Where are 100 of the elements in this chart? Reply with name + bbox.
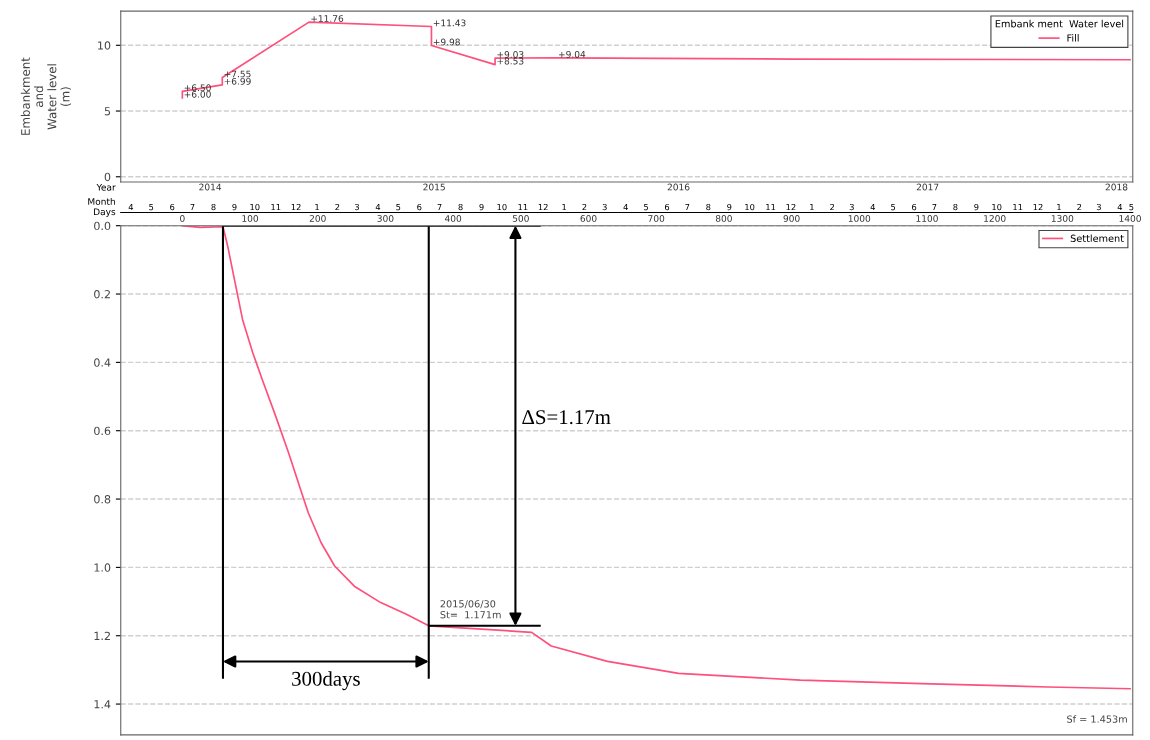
x2-tick-label: 10 [497, 203, 507, 211]
x2-tick-label: 1 [1057, 204, 1061, 211]
annotation: +11.43 [433, 19, 466, 27]
x2-tick-label: 8 [706, 203, 711, 211]
y-tick-label: 0 [104, 172, 111, 182]
x2-tick-label: 2 [1077, 203, 1082, 211]
x-tick-label: 900 [783, 215, 800, 222]
y-tick-label: 1.4 [94, 700, 111, 709]
x2-tick-label: 10 [992, 203, 1002, 211]
annotation: 2015/06/30 St= 1.171m [440, 600, 501, 619]
y-tick-label: 1.2 [94, 631, 110, 640]
x2-tick-label: 4 [623, 204, 628, 211]
x2-tick-label: 8 [458, 203, 463, 211]
x-tick-label: 600 [580, 215, 597, 222]
x2-tick-label: 3 [849, 203, 854, 211]
y-axis-title: Embankment and Water level (m) [20, 57, 71, 135]
x2-tick-label: 8 [211, 203, 216, 211]
x2-tick-label: 4 [870, 204, 875, 211]
x-tick-label: 1200 [984, 215, 1006, 222]
x2-tick-label: 9 [974, 203, 979, 211]
x2-tick-label: 10 [250, 203, 260, 211]
x2-tick-label: 9 [479, 203, 484, 211]
line-series [181, 21, 1131, 99]
annotation: +6.00 [184, 90, 211, 98]
x-tick-label: 300 [377, 215, 394, 222]
annotation: ΔS=1.17m [522, 410, 611, 425]
x2-tick-label: 9 [727, 203, 732, 211]
x2-tick-label: 11 [518, 204, 528, 211]
x2-tick-label: 7 [190, 204, 195, 211]
annotation: +9.03 [497, 51, 524, 58]
x-tick-label: 400 [444, 215, 462, 222]
x2-tick-label: 6 [417, 203, 422, 211]
x2-tick-label: 5 [644, 204, 648, 211]
x2-tick-label: 5 [1129, 204, 1134, 211]
annotation: +9.04 [559, 50, 586, 58]
x2-tick-label: 6 [912, 203, 917, 211]
x2-tick-label: 7 [685, 204, 690, 211]
y-tick-label: 0.6 [94, 426, 111, 436]
x-tick-label: 0 [180, 215, 185, 222]
y-tick-label: 0.4 [94, 358, 111, 367]
x-axis-title: Days [94, 208, 116, 217]
x2-tick-label: 12 [786, 203, 796, 211]
x2-tick-label: 9 [232, 203, 237, 211]
x2-tick-label: 12 [291, 203, 301, 211]
x-tick-label: 700 [648, 215, 665, 222]
x2-tick-label: 7 [932, 204, 937, 211]
x2-tick-label: 5 [891, 204, 896, 211]
x-tick-label: 500 [512, 215, 529, 222]
x2-tick-label: 10 [745, 203, 755, 211]
y-tick-label: 10 [98, 41, 111, 50]
x-tick-label: 1300 [1051, 215, 1074, 222]
x2-axis-title: Month [88, 197, 115, 205]
x2-tick-label: 8 [953, 203, 958, 211]
x2-tick-label: 4 [1117, 204, 1123, 211]
x2-tick-label: 11 [766, 204, 776, 211]
x2-tick-label: 4 [128, 204, 134, 211]
x-tick-label: 2015 [423, 183, 445, 191]
x2-tick-label: 1 [810, 204, 814, 211]
x2-tick-label: 4 [375, 204, 381, 211]
x2-tick-label: 2 [830, 203, 835, 211]
x-tick-label: 1400 [1119, 215, 1141, 222]
x2-tick-label: 7 [437, 204, 442, 211]
y-tick-label: 0.0 [94, 221, 111, 231]
x2-tick-label: 3 [602, 203, 607, 211]
x-tick-label: 2017 [916, 183, 939, 191]
x2-tick-label: 11 [271, 204, 281, 211]
x2-tick-label: 2 [582, 203, 587, 211]
annotation: Sf = 1.453m [1067, 715, 1127, 723]
y-tick-label: 0.8 [94, 495, 111, 504]
legend-title: Embank ment Water level [995, 19, 1124, 28]
x2-tick-label: 2 [335, 203, 340, 211]
x-tick-label: 100 [242, 215, 259, 222]
line-series [181, 225, 1131, 690]
x-tick-label: 2018 [1105, 183, 1128, 191]
x2-tick-label: 12 [1033, 203, 1043, 211]
y-tick-label: 5 [104, 107, 111, 116]
x-axis-title: Year [96, 183, 116, 191]
x-tick-label: 800 [715, 215, 732, 222]
annotation: +6.99 [224, 77, 251, 85]
x2-tick-label: 5 [149, 204, 154, 211]
y-tick-label: 1.0 [94, 563, 111, 572]
legend-label: Settlement [1070, 234, 1124, 242]
x2-tick-label: 11 [1013, 204, 1023, 211]
x-tick-label: 2016 [667, 183, 690, 191]
annotation: +11.76 [311, 15, 344, 22]
annotation: +9.98 [433, 38, 460, 46]
legend-label: Fill [1067, 34, 1079, 42]
x2-tick-label: 6 [664, 203, 670, 211]
x2-tick-label: 6 [170, 203, 175, 211]
x2-tick-label: 3 [1096, 203, 1101, 211]
x-tick-label: 1100 [916, 215, 938, 222]
y-tick-label: 0.2 [94, 290, 110, 299]
annotation: 300days [292, 671, 360, 691]
x2-tick-label: 3 [354, 203, 359, 211]
x-tick-label: 200 [309, 215, 326, 222]
x2-tick-label: 1 [315, 204, 319, 211]
x2-tick-label: 5 [396, 204, 401, 211]
annotation: +8.53 [497, 57, 524, 65]
x2-tick-label: 12 [538, 203, 548, 211]
x-tick-label: 1000 [848, 215, 871, 222]
